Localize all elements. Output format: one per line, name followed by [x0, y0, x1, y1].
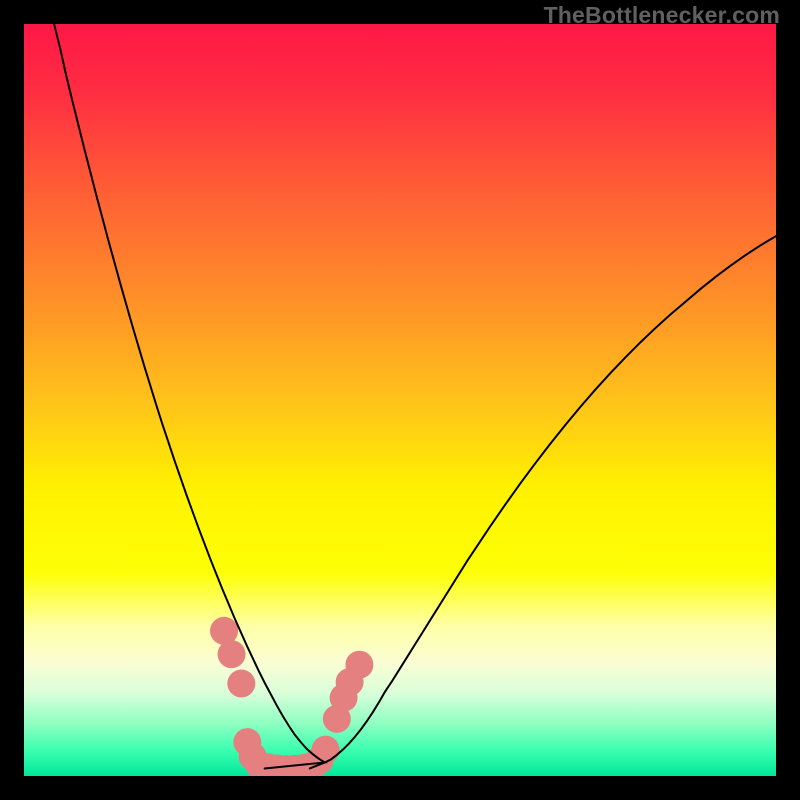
- gradient-background: [24, 24, 776, 776]
- watermark-text: TheBottlenecker.com: [544, 2, 780, 29]
- chart-svg: [24, 24, 776, 776]
- plot-area: [24, 24, 776, 776]
